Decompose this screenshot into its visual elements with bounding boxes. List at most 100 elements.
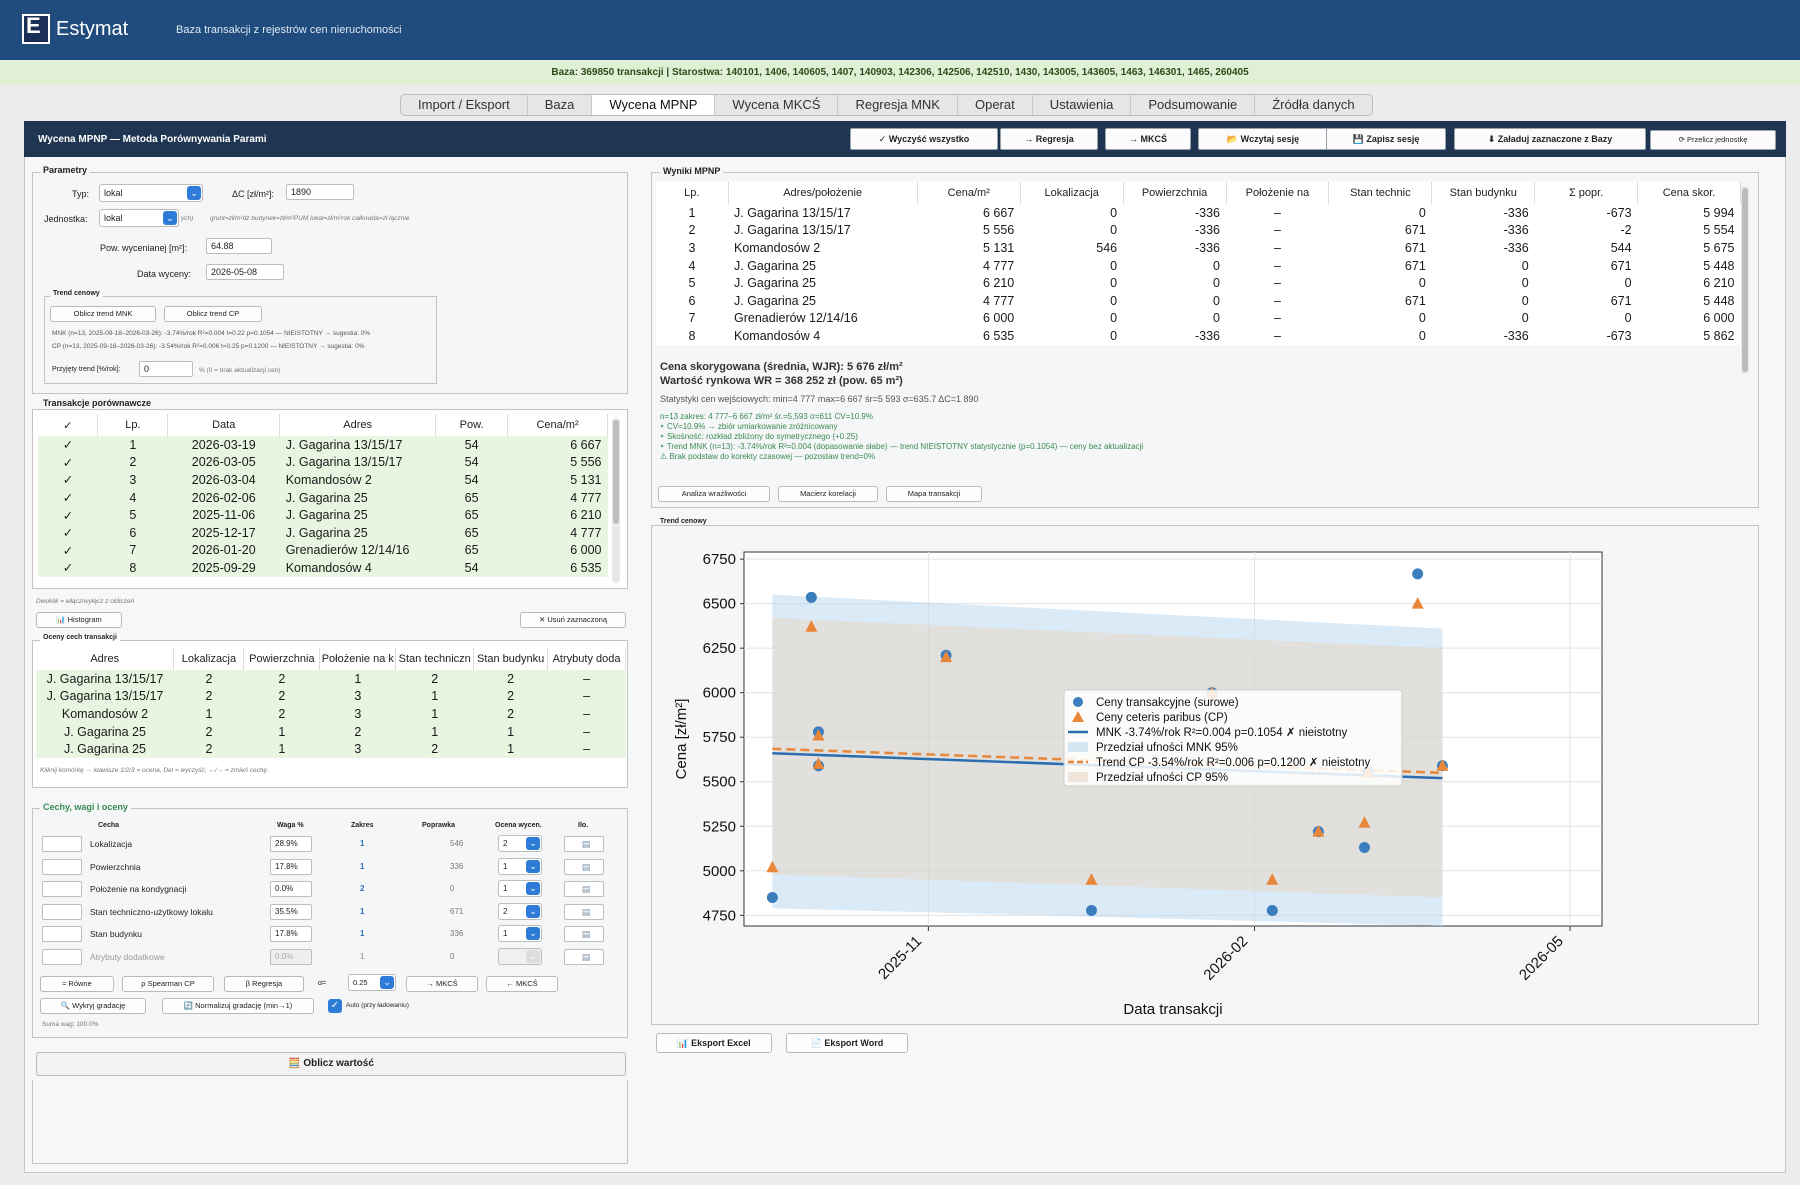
col-adres[interactable]: Adres [279,414,437,436]
table-row[interactable]: 8 Komandosów 4 6 535 0 -336 – 0 -336 -673 5 862 [656,327,1741,345]
table-row[interactable]: J. Gagarina 25 2 1 3 2 1– [36,740,626,758]
col-o-stan[interactable]: Stan techniczn [395,648,475,670]
col-w-lp[interactable]: Lp. [656,182,729,204]
table-cell[interactable]: 1 [173,705,244,723]
table-cell[interactable]: 2 [319,722,396,741]
table-row[interactable]: 3 Komandosów 2 5 131 546 -336 – 671 -336 544 5 67… [656,239,1741,257]
typ-select[interactable]: lokal ⌄ [99,184,203,202]
table-cell[interactable]: 2 [173,687,244,706]
table-cell[interactable]: Komandosów 2 [36,705,174,723]
table-cell[interactable]: 2 [473,687,548,706]
cecha-list-icon[interactable]: ▤ [564,903,604,920]
to-mkcs-button[interactable]: → MKCŚ [1105,128,1191,150]
table-cell[interactable]: 2 [173,722,244,741]
cecha-weight-input[interactable]: 17.8% [270,858,312,875]
table-cell[interactable]: 1 [473,740,548,758]
table-row[interactable]: J. Gagarina 13/15/17 2 2 1 2 2– [36,670,626,688]
przyjety-input[interactable]: 0 [139,361,193,377]
table-row[interactable]: 1 J. Gagarina 13/15/17 6 667 0 -336 – 0 -336 -67… [656,204,1741,222]
detect-gradation-button[interactable]: 🔍 Wykryj gradację [40,998,146,1014]
cecha-list-icon[interactable]: ▤ [564,948,604,965]
calc-trend-mnk-button[interactable]: Oblicz trend MNK [50,306,156,322]
col-w-stan[interactable]: Stan technic [1328,182,1433,204]
to-regresja-button[interactable]: → Regresja [1000,128,1098,150]
cecha-color-box[interactable] [42,881,82,897]
table-cell[interactable]: 1 [395,687,474,706]
table-cell[interactable]: J. Gagarina 25 [36,722,174,741]
table-row[interactable]: 6 J. Gagarina 25 4 777 0 0 – 671 0 671 5 448 [656,292,1741,310]
table-row[interactable]: ✓ 8 2025-09-29 Komandosów 4 54 6 535 [38,559,608,577]
dc-input[interactable]: 1890 [286,184,354,200]
trans-scrollbar[interactable] [612,418,620,583]
recalc-unit-button[interactable]: ⟳ Przelicz jednostkę [1650,130,1776,150]
cecha-ocena-select[interactable]: 2 ⌄ [498,835,542,852]
table-cell[interactable]: – [547,740,626,758]
cecha-weight-input[interactable]: 17.8% [270,926,312,942]
col-o-bud[interactable]: Stan budynku [473,648,549,670]
cecha-color-box[interactable] [42,903,82,920]
col-w-lok[interactable]: Lokalizacja [1020,182,1124,204]
col-w-pow[interactable]: Powierzchnia [1123,182,1227,204]
col-pow[interactable]: Pow. [435,414,509,436]
export-word-button[interactable]: 📄 Eksport Word [786,1033,908,1053]
table-row[interactable]: 2 J. Gagarina 13/15/17 5 556 0 -336 – 671 -336 -… [656,222,1741,240]
delete-selected-button[interactable]: ✕ Usuń zaznaczoną [520,612,626,628]
tab-wycena-mpnp[interactable]: Wycena MPNP [592,95,716,115]
table-cell[interactable]: 1 [243,722,320,741]
export-excel-button[interactable]: 📊 Eksport Excel [656,1033,772,1053]
col-o-atr[interactable]: Atrybuty doda [547,648,626,670]
cecha-color-box[interactable] [42,836,82,852]
col-o-lok[interactable]: Lokalizacja [173,648,245,670]
map-button[interactable]: Mapa transakcji [886,486,982,502]
col-w-bud[interactable]: Stan budynku [1431,182,1536,204]
table-row[interactable]: ✓ 1 2026-03-19 J. Gagarina 13/15/17 54 6 667 [38,436,608,454]
tab-ustawienia[interactable]: Ustawienia [1033,95,1132,115]
correlation-button[interactable]: Macierz korelacji [778,486,878,502]
tab-wycena-mkcs[interactable]: Wycena MKCŚ [715,95,839,115]
cecha-ocena-select[interactable]: 2 ⌄ [498,902,542,920]
table-cell[interactable]: J. Gagarina 25 [36,740,174,758]
col-w-adres[interactable]: Adres/położenie [728,182,918,204]
calc-trend-cp-button[interactable]: Oblicz trend CP [164,306,262,322]
table-row[interactable]: Komandosów 2 1 2 3 1 2– [36,705,626,723]
table-cell[interactable]: 1 [395,722,474,741]
table-cell[interactable]: 2 [395,670,474,688]
table-cell[interactable]: 1 [395,705,474,723]
table-cell[interactable]: 2 [395,740,474,758]
table-cell[interactable]: 3 [319,705,396,723]
cecha-color-box[interactable] [42,858,82,875]
table-row[interactable]: J. Gagarina 25 2 1 2 1 1– [36,722,626,741]
col-check[interactable]: ✓ [38,414,99,436]
sensitivity-button[interactable]: Analiza wrażliwości [658,486,770,502]
cecha-list-icon[interactable]: ▤ [564,836,604,852]
load-selected-button[interactable]: ⬇ Załaduj zaznaczone z Bazy [1454,128,1646,150]
table-cell[interactable]: 1 [319,670,396,688]
normalize-gradation-button[interactable]: 🔄 Normalizuj gradację (min→1) [162,998,314,1014]
table-cell[interactable]: 2 [473,670,548,688]
table-row[interactable]: 5 J. Gagarina 25 6 210 0 0 – 0 0 0 6 210 [656,274,1741,292]
col-o-pow[interactable]: Powierzchnia [243,648,321,670]
table-cell[interactable]: 2 [173,740,244,758]
col-o-adres[interactable]: Adres [36,648,175,670]
alpha-select[interactable]: 0.25 ⌄ [348,974,396,991]
table-cell[interactable]: J. Gagarina 13/15/17 [36,670,174,688]
tab-import[interactable]: Import / Eksport [401,95,528,115]
table-cell[interactable]: 1 [473,722,548,741]
table-row[interactable]: 4 J. Gagarina 25 4 777 0 0 – 671 0 671 5 448 [656,257,1741,275]
table-cell[interactable]: 3 [319,740,396,758]
load-session-button[interactable]: 📂 Wczytaj sesję [1198,128,1328,150]
cecha-ocena-select[interactable]: 1 ⌄ [498,925,542,942]
table-cell[interactable]: 2 [243,705,320,723]
table-cell[interactable]: 2 [243,687,320,706]
tab-podsumowanie[interactable]: Podsumowanie [1131,95,1256,115]
table-cell[interactable]: J. Gagarina 13/15/17 [36,687,174,706]
table-cell[interactable]: 3 [319,687,396,706]
table-row[interactable]: ✓ 7 2026-01-20 Grenadierów 12/14/16 65 6 000 [38,541,608,560]
spearman-button[interactable]: ρ Spearman CP [122,976,214,992]
table-cell[interactable]: 2 [173,670,244,688]
equal-weights-button[interactable]: ≈ Równe [40,976,114,992]
data-input[interactable]: 2026-05-08 [206,264,284,280]
cecha-weight-input[interactable]: 0.0% [270,948,312,965]
table-row[interactable]: ✓ 4 2026-02-06 J. Gagarina 25 65 4 777 [38,488,608,507]
table-cell[interactable]: 2 [243,670,320,688]
